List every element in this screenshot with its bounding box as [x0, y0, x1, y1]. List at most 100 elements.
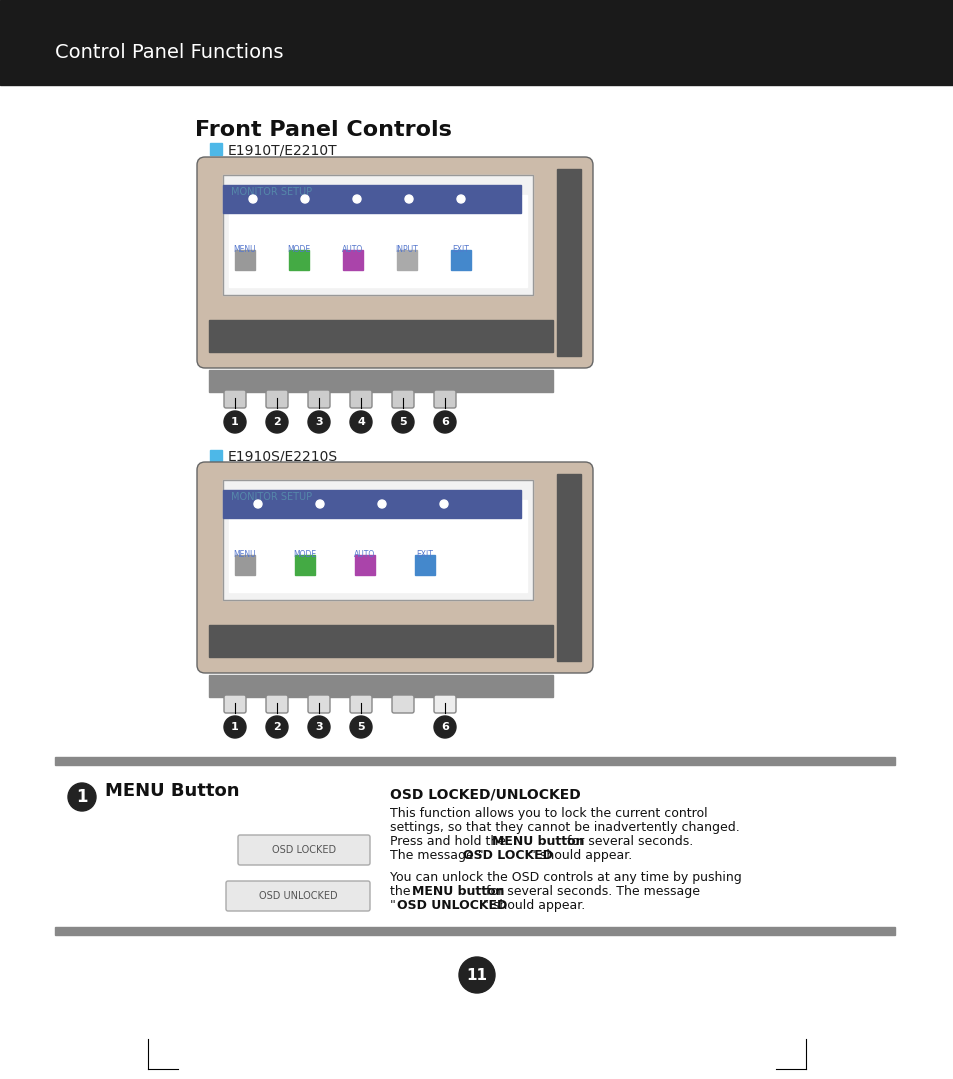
Bar — [234, 555, 254, 575]
Text: MENU Button: MENU Button — [105, 782, 239, 800]
Text: 6: 6 — [440, 722, 449, 732]
FancyBboxPatch shape — [350, 390, 372, 408]
Bar — [355, 555, 375, 575]
Bar — [223, 175, 533, 295]
Bar — [210, 144, 222, 155]
Bar — [0, 0, 953, 85]
Bar — [557, 474, 580, 661]
Bar — [289, 250, 309, 270]
Text: the: the — [390, 885, 414, 898]
Bar — [229, 195, 526, 287]
FancyBboxPatch shape — [266, 695, 288, 713]
Text: AUTO: AUTO — [342, 245, 363, 254]
Text: MENU: MENU — [233, 550, 256, 559]
Text: OSD UNLOCKED: OSD UNLOCKED — [258, 891, 337, 901]
FancyBboxPatch shape — [308, 390, 330, 408]
Circle shape — [266, 716, 288, 738]
Text: MODE: MODE — [294, 550, 316, 559]
FancyBboxPatch shape — [392, 695, 414, 713]
Text: 5: 5 — [356, 722, 364, 732]
Circle shape — [315, 500, 324, 508]
Text: " should appear.: " should appear. — [482, 899, 584, 912]
Text: 1: 1 — [231, 722, 238, 732]
Bar — [294, 555, 314, 575]
Circle shape — [434, 411, 456, 433]
Bar — [223, 175, 533, 295]
Text: 2: 2 — [273, 416, 280, 427]
Circle shape — [353, 195, 360, 203]
Text: This function allows you to lock the current control: This function allows you to lock the cur… — [390, 807, 707, 820]
Text: The message ": The message " — [390, 849, 483, 862]
Bar — [234, 250, 254, 270]
Bar — [343, 250, 363, 270]
Text: 6: 6 — [440, 416, 449, 427]
Text: 5: 5 — [398, 416, 406, 427]
Circle shape — [377, 500, 386, 508]
Circle shape — [249, 195, 256, 203]
Bar — [55, 757, 894, 765]
Bar — [396, 250, 416, 270]
Circle shape — [253, 500, 262, 508]
Text: AUTO: AUTO — [354, 550, 375, 559]
Circle shape — [224, 716, 246, 738]
Text: 1: 1 — [76, 788, 88, 806]
FancyBboxPatch shape — [196, 462, 593, 673]
Bar — [229, 500, 526, 592]
Text: MENU button: MENU button — [412, 885, 504, 898]
Text: You can unlock the OSD controls at any time by pushing: You can unlock the OSD controls at any t… — [390, 871, 741, 884]
Text: for several seconds. The message: for several seconds. The message — [481, 885, 700, 898]
Text: settings, so that they cannot be inadvertently changed.: settings, so that they cannot be inadver… — [390, 821, 739, 834]
Circle shape — [308, 411, 330, 433]
Text: EXIT: EXIT — [452, 245, 469, 254]
Text: 1: 1 — [231, 416, 238, 427]
Circle shape — [350, 411, 372, 433]
Circle shape — [456, 195, 464, 203]
FancyBboxPatch shape — [434, 695, 456, 713]
Bar — [451, 250, 471, 270]
Circle shape — [392, 411, 414, 433]
Bar — [55, 927, 894, 935]
FancyBboxPatch shape — [237, 835, 370, 865]
Text: E1910T/E2210T: E1910T/E2210T — [228, 144, 337, 158]
Bar — [415, 555, 435, 575]
Bar — [223, 480, 533, 600]
Text: E1910S/E2210S: E1910S/E2210S — [228, 450, 337, 464]
FancyBboxPatch shape — [308, 695, 330, 713]
Bar — [557, 169, 580, 356]
Bar — [223, 185, 520, 213]
Bar — [223, 490, 520, 518]
Text: Press and hold the: Press and hold the — [390, 835, 510, 848]
Text: INPUT: INPUT — [395, 245, 418, 254]
Text: for several seconds.: for several seconds. — [562, 835, 693, 848]
FancyBboxPatch shape — [226, 880, 370, 911]
Text: " should appear.: " should appear. — [530, 849, 632, 862]
Circle shape — [308, 716, 330, 738]
Circle shape — [301, 195, 309, 203]
Text: 3: 3 — [314, 722, 322, 732]
Text: MONITOR SETUP: MONITOR SETUP — [231, 492, 312, 502]
Text: OSD LOCKED: OSD LOCKED — [272, 845, 335, 855]
Text: 2: 2 — [273, 722, 280, 732]
Bar — [210, 450, 222, 462]
Circle shape — [405, 195, 413, 203]
FancyBboxPatch shape — [196, 158, 593, 368]
Text: EXIT: EXIT — [416, 550, 433, 559]
FancyBboxPatch shape — [350, 695, 372, 713]
Text: MONITOR SETUP: MONITOR SETUP — [231, 187, 312, 197]
Bar — [209, 675, 553, 697]
FancyBboxPatch shape — [224, 390, 246, 408]
Text: 4: 4 — [356, 416, 365, 427]
Text: Front Panel Controls: Front Panel Controls — [194, 120, 452, 140]
Text: MODE: MODE — [287, 245, 311, 254]
FancyBboxPatch shape — [392, 390, 414, 408]
Circle shape — [458, 957, 495, 993]
Text: MENU button: MENU button — [492, 835, 584, 848]
Bar — [209, 320, 553, 352]
Circle shape — [266, 411, 288, 433]
Circle shape — [439, 500, 448, 508]
FancyBboxPatch shape — [266, 390, 288, 408]
Text: OSD LOCKED/UNLOCKED: OSD LOCKED/UNLOCKED — [390, 787, 580, 801]
Circle shape — [350, 716, 372, 738]
Circle shape — [224, 411, 246, 433]
Text: ": " — [390, 899, 395, 912]
